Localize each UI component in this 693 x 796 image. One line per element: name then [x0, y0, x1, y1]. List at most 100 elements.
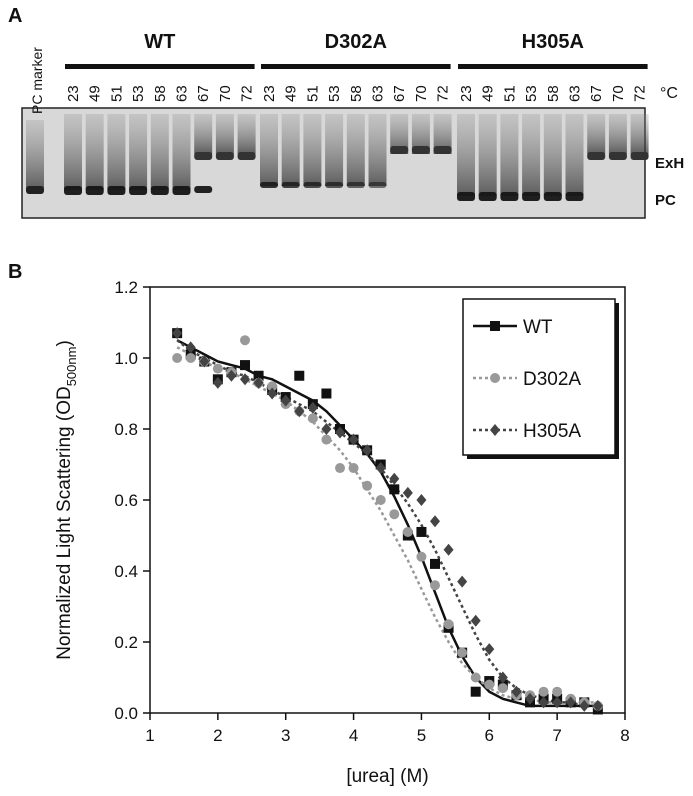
marker — [402, 486, 413, 499]
x-tick-label: 5 — [417, 726, 426, 745]
gel-band — [411, 146, 430, 154]
gel-smear — [325, 114, 344, 186]
lane-label: 63 — [567, 85, 584, 102]
gel-smear — [522, 114, 541, 196]
lane-label: 67 — [391, 85, 408, 102]
gel-band — [303, 182, 322, 188]
gel-smear — [107, 114, 126, 190]
gel-band — [150, 186, 169, 195]
x-tick-label: 8 — [620, 726, 629, 745]
gel-band — [237, 152, 256, 160]
lane-label: 53 — [326, 85, 343, 102]
marker — [199, 355, 210, 368]
x-tick-label: 4 — [349, 726, 358, 745]
marker — [185, 353, 196, 363]
marker — [416, 551, 427, 562]
marker — [172, 327, 183, 340]
marker — [511, 685, 522, 698]
gel-band — [543, 192, 562, 201]
gel-smear — [172, 114, 191, 190]
marker — [538, 696, 549, 709]
gel-band — [522, 192, 541, 201]
lane-label: 63 — [370, 85, 387, 102]
marker — [470, 614, 481, 627]
lane-label: 72 — [632, 85, 649, 102]
marker — [212, 376, 223, 389]
marker — [294, 405, 305, 418]
group-bar — [65, 64, 255, 69]
group-label: D302A — [325, 31, 387, 53]
gel-smear — [478, 114, 497, 196]
gel-smear — [543, 114, 562, 196]
legend-label: WT — [523, 317, 553, 338]
unit-label: °C — [660, 85, 678, 102]
gel-band — [587, 152, 606, 160]
gel-smear — [457, 114, 475, 196]
gel-band — [565, 192, 584, 201]
gel-smear — [85, 114, 104, 190]
panel-label: A — [8, 5, 22, 27]
lane-label: 51 — [501, 85, 518, 102]
gel-smear — [194, 114, 213, 154]
lane-label: 58 — [152, 85, 169, 102]
gel-band — [500, 192, 519, 201]
lane-label: 70 — [610, 85, 627, 102]
marker — [375, 462, 386, 475]
y-axis-label-sub: 500nm — [64, 347, 79, 387]
gel-smear — [26, 120, 44, 190]
lane-label: 23 — [458, 85, 475, 102]
marker — [321, 434, 332, 445]
legend-marker — [490, 424, 500, 436]
marker — [267, 387, 278, 400]
gel-smear — [260, 114, 278, 186]
gel-band — [194, 186, 213, 193]
marker — [348, 463, 359, 474]
marker — [592, 699, 603, 712]
marker — [335, 463, 345, 474]
lane-label: 49 — [283, 85, 300, 102]
lane-label: 51 — [108, 85, 125, 102]
marker — [362, 444, 373, 457]
marker — [307, 401, 318, 414]
gel-smear — [390, 114, 409, 154]
marker — [443, 543, 454, 556]
lane-label: 23 — [65, 85, 82, 102]
lane-label: 72 — [239, 85, 256, 102]
marker — [579, 699, 590, 712]
marker — [389, 484, 400, 495]
marker — [484, 643, 495, 656]
gel-band — [172, 186, 191, 195]
gel-band — [260, 182, 278, 188]
legend-label: D302A — [523, 369, 581, 390]
marker — [552, 696, 563, 709]
y-tick-label: 1.2 — [114, 278, 138, 297]
lane-label: PC marker — [29, 47, 45, 114]
panel-label: B — [8, 261, 22, 283]
gel-smear — [150, 114, 169, 190]
marker — [226, 369, 237, 382]
gel-smear — [64, 114, 82, 190]
marker — [185, 341, 196, 354]
lane-label: 72 — [435, 85, 452, 102]
y-axis-label: Normalized Light Scattering (OD500nm) — [54, 340, 79, 660]
y-tick-label: 0.4 — [114, 562, 138, 581]
x-tick-label: 7 — [552, 726, 561, 745]
marker — [470, 686, 481, 697]
y-tick-label: 0.8 — [114, 420, 138, 439]
marker — [172, 353, 183, 363]
gel-smear — [587, 114, 606, 154]
gel-band — [215, 152, 234, 160]
legend-marker — [490, 321, 500, 331]
gel-band — [630, 152, 649, 160]
y-tick-label: 1.0 — [114, 349, 138, 368]
gel-band — [346, 182, 365, 188]
y-axis-label-text: Normalized Light Scattering (OD — [54, 386, 75, 660]
gel-smear — [565, 114, 584, 196]
gel-smear — [433, 114, 452, 154]
marker — [212, 363, 223, 374]
marker — [321, 388, 332, 399]
marker — [240, 335, 250, 346]
lane-label: 58 — [348, 85, 365, 102]
marker — [416, 494, 427, 506]
